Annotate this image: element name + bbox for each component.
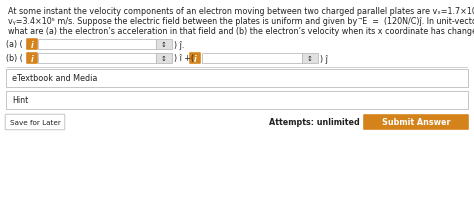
- Text: i: i: [31, 54, 33, 63]
- Text: ↕: ↕: [161, 42, 167, 48]
- Text: At some instant the velocity components of an electron moving between two charge: At some instant the velocity components …: [8, 7, 474, 16]
- Bar: [156, 54, 172, 64]
- Text: (b) (: (b) (: [6, 54, 23, 63]
- Text: (a) (: (a) (: [6, 40, 23, 49]
- Text: ) ĵ: ) ĵ: [320, 54, 328, 63]
- Text: Attempts: unlimited: Attempts: unlimited: [269, 118, 360, 127]
- Text: Save for Later: Save for Later: [9, 119, 61, 125]
- Bar: [6, 70, 468, 88]
- Text: what are (a) the electron’s acceleration in that field and (b) the electron’s ve: what are (a) the electron’s acceleration…: [8, 27, 474, 36]
- Text: ↕: ↕: [307, 56, 313, 62]
- FancyBboxPatch shape: [26, 53, 38, 64]
- Text: ↕: ↕: [161, 56, 167, 62]
- Bar: [156, 40, 172, 50]
- FancyBboxPatch shape: [5, 115, 65, 130]
- FancyBboxPatch shape: [26, 39, 38, 51]
- Bar: [38, 40, 156, 50]
- Text: i: i: [31, 40, 33, 49]
- FancyBboxPatch shape: [189, 53, 201, 64]
- Text: ) î +(: ) î +(: [174, 54, 194, 63]
- Text: Submit Answer: Submit Answer: [382, 118, 450, 127]
- Text: Hint: Hint: [12, 96, 28, 105]
- Bar: [6, 92, 468, 109]
- Bar: [38, 54, 156, 64]
- Bar: [302, 54, 318, 64]
- Text: vᵧ=3.4×10⁵ m/s. Suppose the electric field between the plates is uniform and giv: vᵧ=3.4×10⁵ m/s. Suppose the electric fie…: [8, 17, 474, 26]
- Text: eTextbook and Media: eTextbook and Media: [12, 74, 97, 83]
- Text: ) ĵ.: ) ĵ.: [174, 40, 184, 49]
- FancyBboxPatch shape: [363, 115, 469, 130]
- Bar: [202, 54, 302, 64]
- Text: i: i: [193, 54, 196, 63]
